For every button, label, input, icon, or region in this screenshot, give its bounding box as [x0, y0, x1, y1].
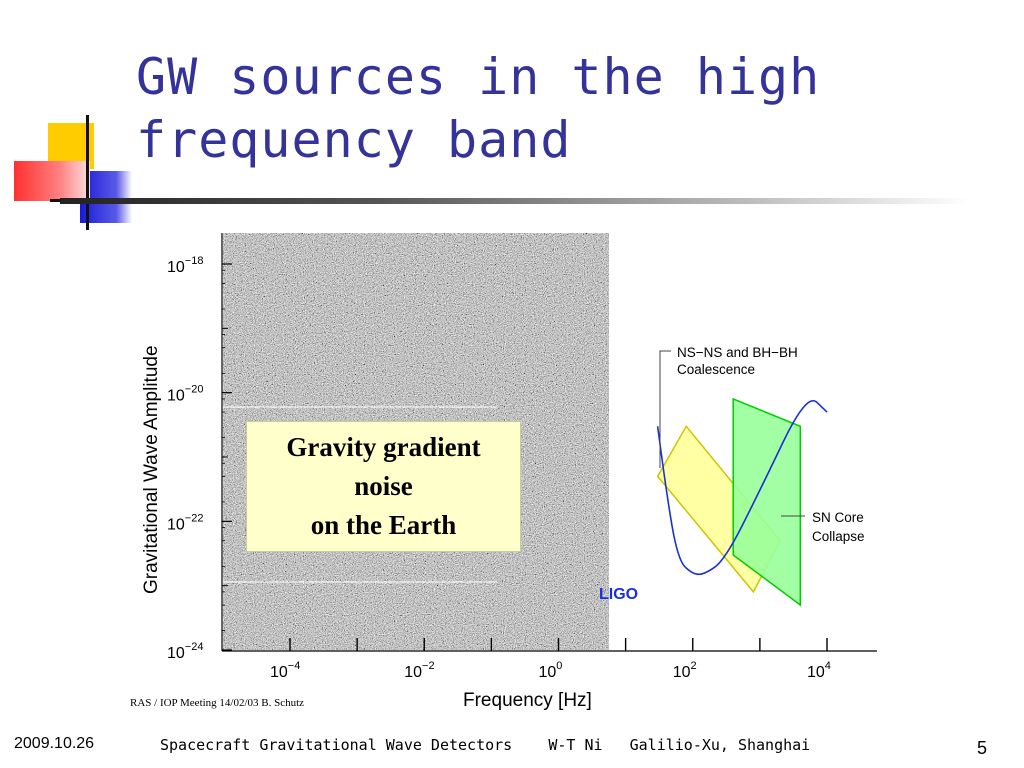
y-tick-label: 10−20: [167, 384, 203, 405]
y-axis-label: Gravitational Wave Amplitude: [141, 345, 162, 594]
coalescence-label: Coalescence: [677, 362, 755, 377]
footer-date: 2009.10.26: [14, 735, 95, 752]
ligo-sensitivity-curve: [656, 400, 828, 576]
page-number: 5: [977, 738, 988, 758]
callout-line-2: noise: [354, 471, 413, 501]
callout-line-1: Gravity gradient: [286, 432, 481, 462]
y-tick-label: 10−22: [167, 512, 203, 533]
red-square: [14, 161, 90, 201]
sn-core-collapse-label: Collapse: [812, 529, 865, 544]
slide-title: GW sources in the high frequency band: [136, 48, 821, 169]
ligo-label: LIGO: [599, 586, 638, 603]
callout-line-3: on the Earth: [310, 510, 457, 540]
sn-core-collapse-label: SN Core: [812, 510, 864, 525]
x-tick-label: 10−4: [270, 660, 300, 681]
x-tick-label: 100: [539, 660, 563, 681]
coalescence-leader-line: [659, 350, 671, 468]
x-tick-label: 104: [807, 660, 831, 681]
x-tick-label: 10−2: [404, 660, 434, 681]
region-sn-core-collapse: [732, 397, 802, 607]
x-tick-label: 102: [673, 660, 697, 681]
y-tick-label: 10−24: [167, 641, 203, 662]
source-credit: RAS / IOP Meeting 14/02/03 B. Schutz: [130, 697, 305, 709]
title-underline: [60, 198, 970, 204]
gravity-gradient-callout: Gravity gradient noise on the Earth: [246, 421, 521, 552]
x-axis-label: Frequency [Hz]: [463, 690, 592, 711]
vertical-line: [86, 115, 89, 230]
slide-corner-decoration: [14, 115, 144, 230]
footer-text: Spacecraft Gravitational Wave Detectors …: [160, 736, 811, 754]
y-tick-label: 10−18: [167, 255, 203, 276]
coalescence-label: NS−NS and BH−BH: [677, 345, 798, 360]
